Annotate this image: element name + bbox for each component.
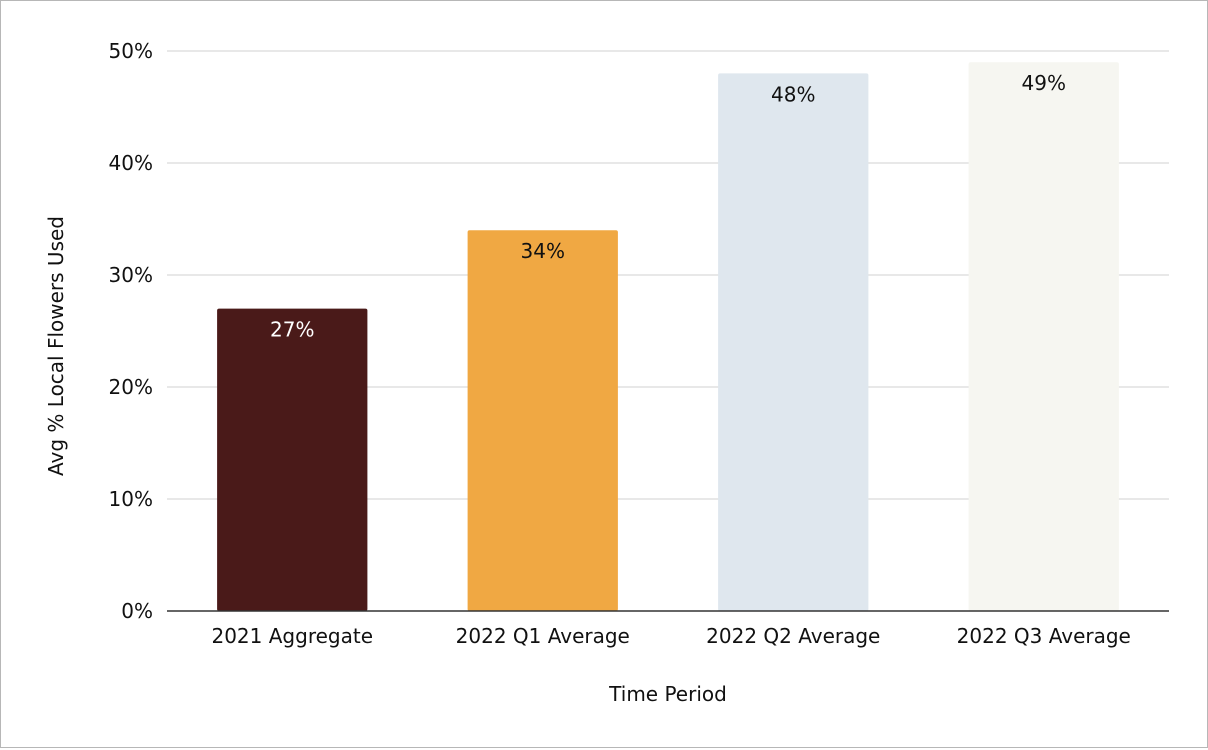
x-category-label: 2022 Q2 Average: [706, 624, 880, 648]
bar-value-label: 34%: [521, 239, 565, 263]
y-tick-label: 40%: [109, 151, 153, 175]
bar-value-label: 27%: [270, 318, 314, 342]
bars: [217, 62, 1119, 611]
bar: [968, 62, 1119, 611]
x-axis-title: Time Period: [608, 682, 727, 706]
bar-value-label: 49%: [1022, 71, 1066, 95]
bar: [217, 308, 368, 611]
x-category-label: 2022 Q1 Average: [456, 624, 630, 648]
y-axis-title: Avg % Local Flowers Used: [44, 216, 68, 476]
y-tick-label: 50%: [109, 39, 153, 63]
x-category-label: 2022 Q3 Average: [957, 624, 1131, 648]
bar: [718, 73, 869, 611]
bar: [467, 230, 618, 611]
y-tick-label: 20%: [109, 375, 153, 399]
y-tick-label: 0%: [121, 599, 153, 623]
x-category-label: 2021 Aggregate: [211, 624, 373, 648]
y-tick-label: 30%: [109, 263, 153, 287]
data-labels: 27% 34% 48% 49%: [270, 71, 1066, 341]
bar-value-label: 48%: [771, 82, 815, 106]
y-tick-label: 10%: [109, 487, 153, 511]
y-axis-ticks: 0% 10% 20% 30% 40% 50%: [109, 39, 153, 623]
x-axis-categories: 2021 Aggregate 2022 Q1 Average 2022 Q2 Ave…: [211, 624, 1130, 648]
